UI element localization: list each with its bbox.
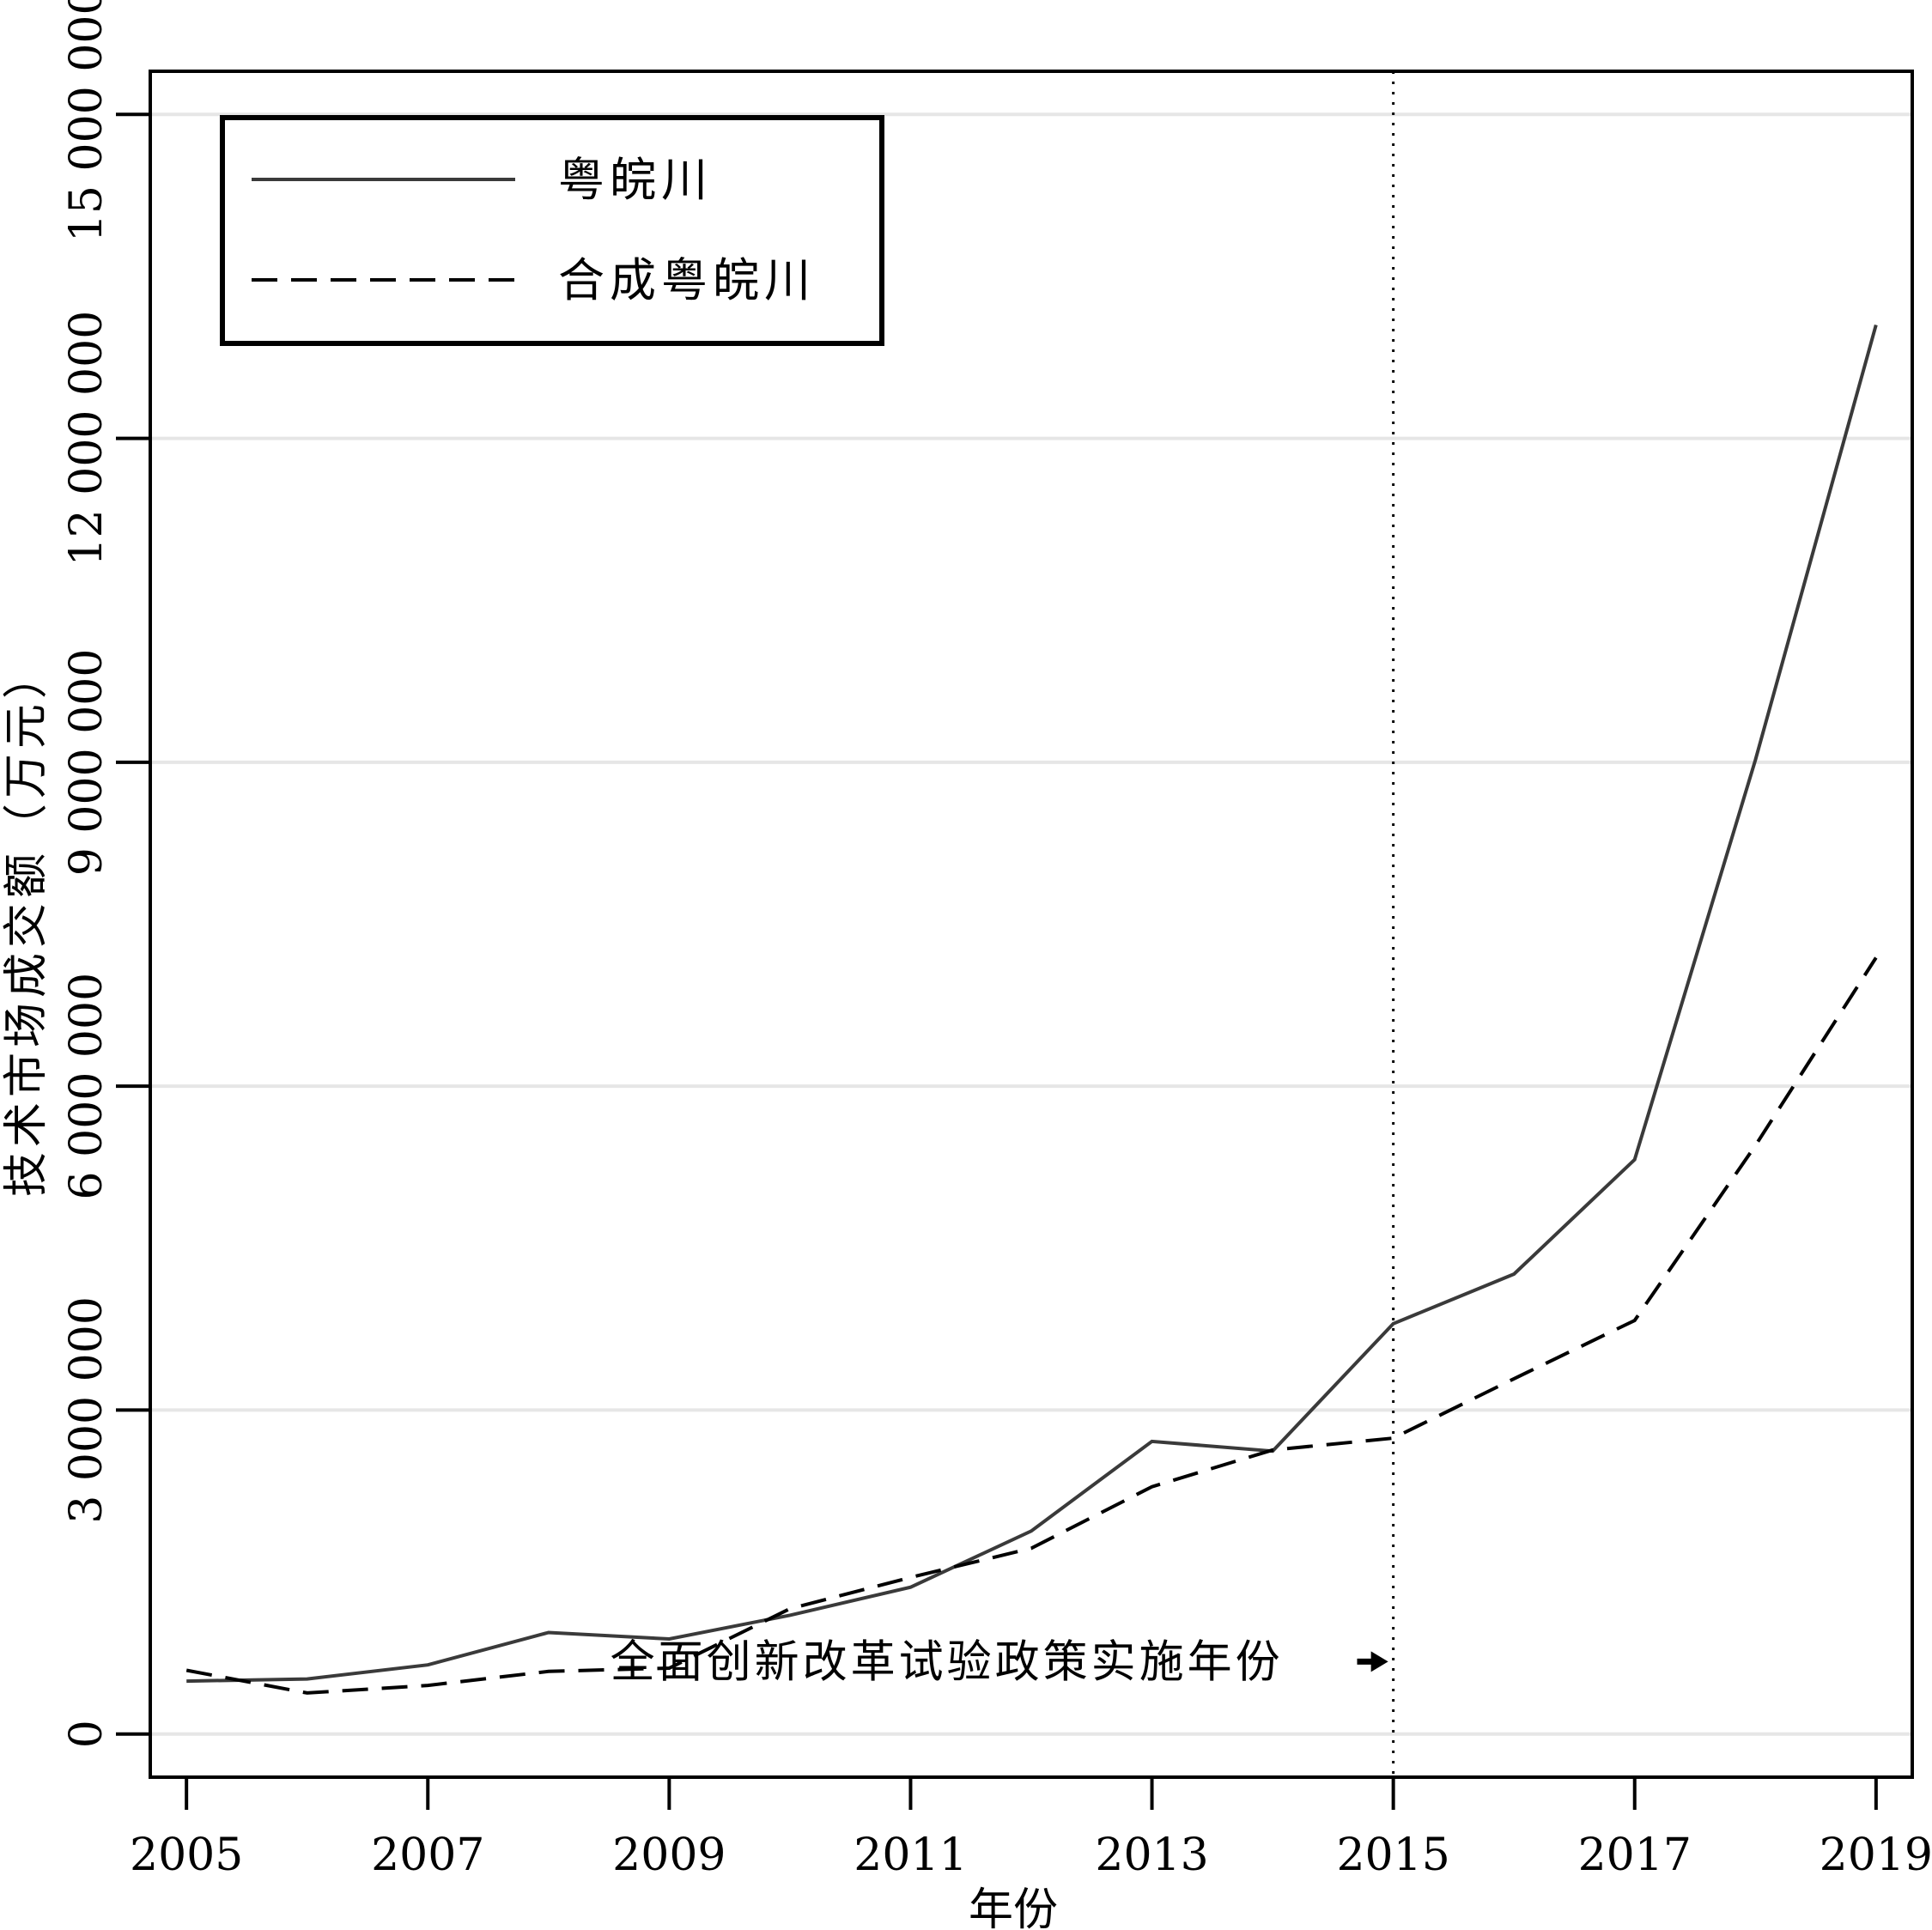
y-tick-label-1: 3 000 000 bbox=[61, 1296, 112, 1524]
annotation-arrow-head bbox=[1370, 1651, 1388, 1672]
legend-label-synthetic-yuewanchuan: 合成粤皖川 bbox=[558, 253, 816, 307]
y-tick-label-4: 12 000 000 bbox=[61, 311, 112, 567]
legend: 粤皖川 合成粤皖川 bbox=[220, 115, 884, 346]
x-axis: 2005 2007 2009 2011 2013 2015 2017 2019 bbox=[130, 1777, 1932, 1881]
x-tick-label-5: 2015 bbox=[1336, 1830, 1449, 1881]
series-line-yuewanchuan bbox=[186, 324, 1878, 1684]
legend-box bbox=[220, 115, 884, 346]
x-tick-label-3: 2011 bbox=[854, 1830, 967, 1881]
legend-label-yuewanchuan: 粤皖川 bbox=[558, 153, 713, 207]
y-tick-label-2: 6 000 000 bbox=[61, 973, 112, 1200]
y-tick-label-0: 0 bbox=[61, 1720, 112, 1748]
series-line-synthetic-yuewanchuan bbox=[185, 956, 1878, 1695]
plot-frame bbox=[149, 70, 1914, 1779]
x-axis-title: 年份 bbox=[969, 1884, 1058, 1930]
x-tick-label-4: 2013 bbox=[1095, 1830, 1208, 1881]
y-tick-label-3: 9 000 000 bbox=[61, 649, 112, 877]
gridlines bbox=[150, 112, 1912, 1736]
y-axis: 0 3 000 000 6 000 000 9 000 000 12 000 000 15… bbox=[61, 0, 150, 1748]
annotation-text: 全面创新改革试验政策实施年份 bbox=[611, 1636, 1284, 1688]
plot-area bbox=[185, 71, 1878, 1777]
annotation: 全面创新改革试验政策实施年份 bbox=[611, 1636, 1388, 1688]
x-tick-label-2: 2009 bbox=[612, 1830, 726, 1881]
x-tick-label-0: 2005 bbox=[130, 1830, 243, 1881]
y-axis-title: 技术市场成交额（万元） bbox=[1, 649, 52, 1197]
x-tick-label-6: 2017 bbox=[1578, 1830, 1692, 1881]
y-tick-label-5: 15 000 000 bbox=[61, 0, 112, 242]
x-tick-label-1: 2007 bbox=[371, 1830, 484, 1881]
x-tick-label-7: 2019 bbox=[1820, 1830, 1932, 1881]
